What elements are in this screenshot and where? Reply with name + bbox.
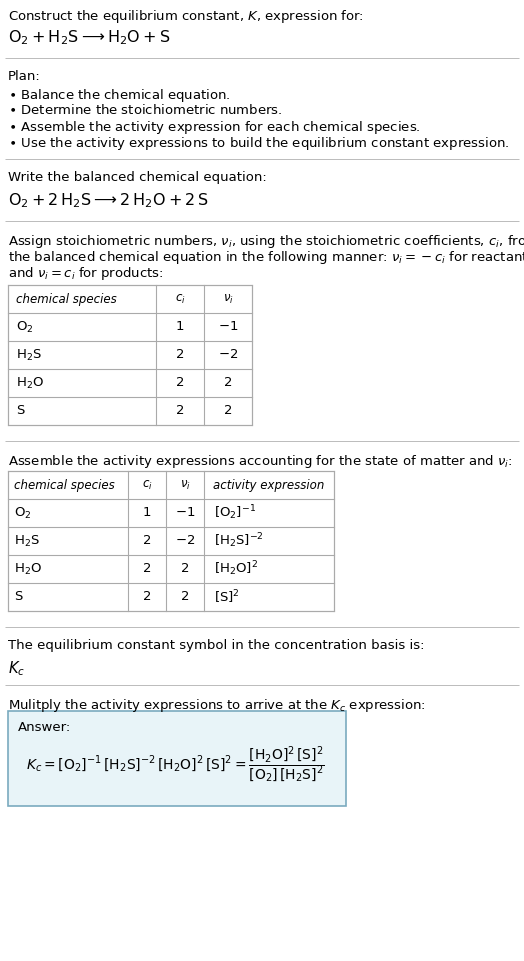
Text: and $\nu_i = c_i$ for products:: and $\nu_i = c_i$ for products:	[8, 265, 163, 282]
Text: $K_c = [\mathrm{O_2}]^{-1}\,[\mathrm{H_2S}]^{-2}\,[\mathrm{H_2O}]^2\,[\mathrm{S}: $K_c = [\mathrm{O_2}]^{-1}\,[\mathrm{H_2…	[26, 745, 325, 785]
Text: Assign stoichiometric numbers, $\nu_i$, using the stoichiometric coefficients, $: Assign stoichiometric numbers, $\nu_i$, …	[8, 233, 524, 250]
Text: $-2$: $-2$	[175, 534, 195, 548]
Text: $[\mathrm{O_2}]^{-1}$: $[\mathrm{O_2}]^{-1}$	[214, 504, 256, 523]
Text: $\mathrm{O_2}$: $\mathrm{O_2}$	[16, 319, 34, 334]
Text: $\mathrm{H_2S}$: $\mathrm{H_2S}$	[16, 348, 42, 362]
Text: Assemble the activity expressions accounting for the state of matter and $\nu_i$: Assemble the activity expressions accoun…	[8, 453, 512, 470]
Text: $c_i$: $c_i$	[141, 479, 152, 491]
Text: $-1$: $-1$	[218, 321, 238, 333]
Text: $\mathrm{O_2 + H_2S \longrightarrow H_2O + S}$: $\mathrm{O_2 + H_2S \longrightarrow H_2O…	[8, 28, 170, 47]
Text: 2: 2	[143, 534, 151, 548]
Text: $[\mathrm{H_2S}]^{-2}$: $[\mathrm{H_2S}]^{-2}$	[214, 531, 264, 551]
Text: Answer:: Answer:	[18, 721, 71, 734]
Text: chemical species: chemical species	[14, 479, 115, 491]
Text: Write the balanced chemical equation:: Write the balanced chemical equation:	[8, 171, 267, 184]
Text: $-1$: $-1$	[175, 506, 195, 520]
Text: $c_i$: $c_i$	[174, 292, 185, 306]
Bar	[8, 285, 252, 425]
Text: Plan:: Plan:	[8, 70, 41, 83]
Text: $\bullet$ Use the activity expressions to build the equilibrium constant express: $\bullet$ Use the activity expressions t…	[8, 135, 509, 152]
Text: $\nu_i$: $\nu_i$	[223, 292, 233, 306]
Text: $\nu_i$: $\nu_i$	[180, 479, 190, 491]
Text: Construct the equilibrium constant, $K$, expression for:: Construct the equilibrium constant, $K$,…	[8, 8, 364, 25]
Text: 1: 1	[176, 321, 184, 333]
Text: 2: 2	[176, 349, 184, 361]
Text: activity expression: activity expression	[213, 479, 325, 491]
Text: $\mathrm{O_2 + 2\,H_2S \longrightarrow 2\,H_2O + 2\,S}$: $\mathrm{O_2 + 2\,H_2S \longrightarrow 2…	[8, 191, 209, 209]
Text: the balanced chemical equation in the following manner: $\nu_i = -c_i$ for react: the balanced chemical equation in the fo…	[8, 249, 524, 266]
Text: $\bullet$ Assemble the activity expression for each chemical species.: $\bullet$ Assemble the activity expressi…	[8, 119, 421, 136]
FancyBboxPatch shape	[8, 711, 346, 806]
Text: chemical species: chemical species	[16, 292, 117, 306]
Text: $\mathrm{O_2}$: $\mathrm{O_2}$	[14, 505, 31, 521]
Text: $\mathrm{H_2O}$: $\mathrm{H_2O}$	[16, 376, 44, 390]
Text: 2: 2	[143, 562, 151, 576]
Text: 2: 2	[181, 562, 189, 576]
Text: 2: 2	[181, 590, 189, 604]
Text: 2: 2	[224, 377, 232, 389]
Text: S: S	[16, 405, 25, 417]
Text: $\bullet$ Balance the chemical equation.: $\bullet$ Balance the chemical equation.	[8, 87, 231, 104]
Text: 2: 2	[176, 405, 184, 417]
Text: $\mathrm{H_2O}$: $\mathrm{H_2O}$	[14, 561, 42, 577]
Text: $[\mathrm{S}]^{2}$: $[\mathrm{S}]^{2}$	[214, 588, 240, 605]
Text: S: S	[14, 590, 23, 604]
Text: 2: 2	[176, 377, 184, 389]
Text: $[\mathrm{H_2O}]^{2}$: $[\mathrm{H_2O}]^{2}$	[214, 559, 258, 579]
Text: $K_c$: $K_c$	[8, 659, 25, 678]
Text: Mulitply the activity expressions to arrive at the $K_c$ expression:: Mulitply the activity expressions to arr…	[8, 697, 426, 714]
Text: 1: 1	[143, 506, 151, 520]
Text: 2: 2	[143, 590, 151, 604]
Text: $\mathrm{H_2S}$: $\mathrm{H_2S}$	[14, 533, 40, 549]
Bar	[8, 471, 334, 611]
Text: 2: 2	[224, 405, 232, 417]
Text: $-2$: $-2$	[218, 349, 238, 361]
Text: The equilibrium constant symbol in the concentration basis is:: The equilibrium constant symbol in the c…	[8, 639, 424, 652]
Text: $\bullet$ Determine the stoichiometric numbers.: $\bullet$ Determine the stoichiometric n…	[8, 103, 282, 117]
